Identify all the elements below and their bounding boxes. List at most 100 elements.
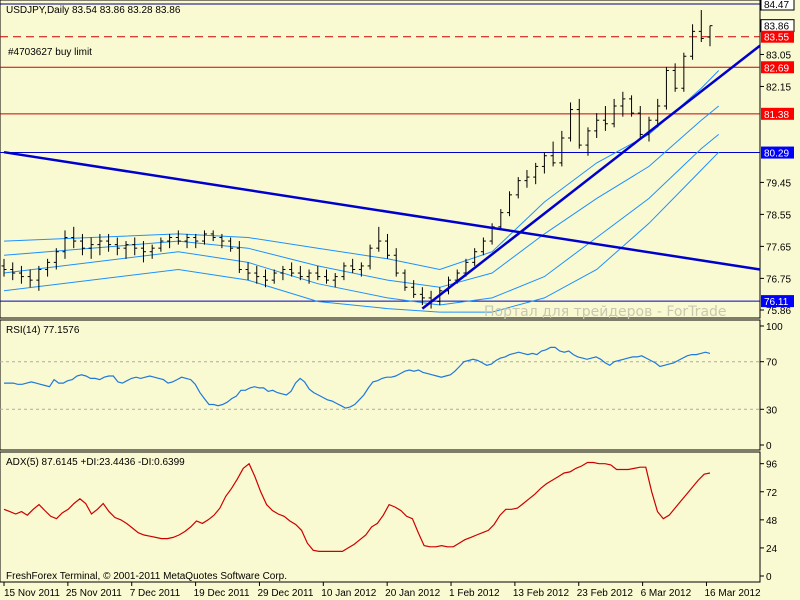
indicator-tick-label: 100 (766, 322, 783, 333)
indicator-tick-label: 96 (766, 460, 778, 471)
price-bar (271, 269, 277, 284)
adx-title: ADX(5) 87.6145 +DI:23.4436 -DI:0.6399 (6, 457, 185, 468)
price-bar (524, 169, 530, 188)
trendline (3, 150, 761, 271)
price-tick-label: 81.38 (764, 110, 789, 121)
price-label-bg (761, 61, 794, 74)
price-tick-label: 76.75 (766, 274, 791, 285)
adx-series: 96 72 48 24 0 (3, 460, 778, 583)
price-bar (376, 226, 382, 252)
price-bar (585, 127, 591, 156)
price-bar (323, 269, 329, 284)
price-bar (576, 98, 582, 149)
price-bar (184, 233, 190, 249)
price-bar (480, 237, 486, 256)
indicator-line (4, 346, 711, 409)
price-tick-label: 83.05 (766, 50, 791, 61)
price-bar (393, 248, 399, 277)
price-bar (559, 130, 565, 167)
time-tick-label: 29 Dec 2011 (257, 588, 313, 599)
price-label-bg (760, 0, 795, 11)
price-bar (602, 106, 608, 131)
order-label: #4703627 buy limit (8, 47, 92, 58)
price-bar (132, 237, 138, 256)
indicator-tick-label: 72 (766, 488, 778, 499)
indicator-tick-label: 24 (766, 544, 778, 555)
time-tick-label: 13 Feb 2012 (513, 588, 570, 599)
indicator-tick-label: 0 (766, 441, 772, 452)
envelope-band (3, 151, 720, 313)
price-bar (123, 241, 129, 259)
price-bar (698, 10, 704, 43)
indicator-tick-label: 0 (766, 572, 772, 583)
price-bar (498, 209, 504, 231)
price-bar (507, 191, 513, 217)
indicator-tick-label: 30 (766, 405, 778, 416)
time-tick-label: 7 Dec 2011 (130, 588, 181, 599)
price-bar (663, 66, 669, 110)
price-bar (655, 98, 661, 128)
price-bar (672, 63, 678, 92)
price-tick-label: 75.86 (766, 306, 791, 317)
adx-panel[interactable] (0, 451, 761, 583)
time-tick-label: 20 Jan 2012 (385, 588, 440, 599)
price-bar (411, 280, 417, 298)
price-tick-label: 83.55 (764, 33, 789, 44)
price-bar (620, 91, 626, 117)
price-bar (358, 262, 364, 277)
price-bar (53, 248, 59, 270)
price-series (0, 3, 761, 313)
trendline (421, 44, 761, 310)
price-bar (297, 265, 303, 281)
rsi-panel[interactable] (0, 319, 761, 451)
watermark: Портал для трейдеров - ForTrade (484, 304, 727, 320)
price-bar (367, 244, 373, 270)
price-bar (280, 265, 286, 281)
price-bar (245, 262, 251, 281)
price-tick-label: 77.65 (766, 242, 791, 253)
price-bar (193, 233, 199, 249)
price-bar (254, 265, 260, 284)
price-label-bg (761, 146, 794, 159)
time-tick-label: 6 Mar 2012 (641, 588, 692, 599)
time-tick-label: 23 Feb 2012 (577, 588, 634, 599)
price-bar (306, 269, 312, 284)
price-bar (637, 106, 643, 138)
price-bar (45, 258, 51, 277)
price-bar (690, 24, 696, 60)
price-bar (27, 269, 33, 288)
price-bar (568, 102, 574, 142)
price-bar (79, 233, 85, 256)
price-tick-label: 82.15 (766, 82, 791, 93)
price-bar (88, 237, 94, 259)
price-bar (262, 269, 268, 288)
price-bar (36, 265, 42, 291)
price-bar (18, 265, 24, 284)
price-bar (106, 233, 112, 252)
price-tick-label: 80.29 (764, 149, 789, 160)
price-bar (71, 226, 77, 249)
price-chart-title: USDJPY,Daily 83.54 83.86 83.28 83.86 (6, 5, 181, 16)
price-tick-label: 84.47 (764, 0, 789, 11)
price-bar (707, 25, 713, 47)
time-tick-label: 25 Nov 2011 (66, 588, 122, 599)
time-tick-label: 15 Nov 2011 (4, 588, 60, 599)
price-bar (97, 233, 103, 256)
price-bar (332, 273, 338, 288)
price-bar (1, 258, 7, 277)
price-tick-label: 79.45 (766, 178, 791, 189)
price-tick-label: 78.55 (766, 210, 791, 221)
price-bar (402, 269, 408, 291)
price-bar (550, 141, 556, 167)
indicator-line (3, 461, 711, 552)
price-bar (350, 258, 356, 274)
time-tick-label: 16 Mar 2012 (704, 588, 761, 599)
indicator-tick-label: 70 (766, 358, 778, 369)
price-panel[interactable] (0, 0, 761, 319)
price-bar (385, 233, 391, 259)
price-bar (472, 248, 478, 266)
price-bar (681, 52, 687, 92)
price-bar (149, 244, 155, 259)
price-bar (158, 237, 164, 252)
